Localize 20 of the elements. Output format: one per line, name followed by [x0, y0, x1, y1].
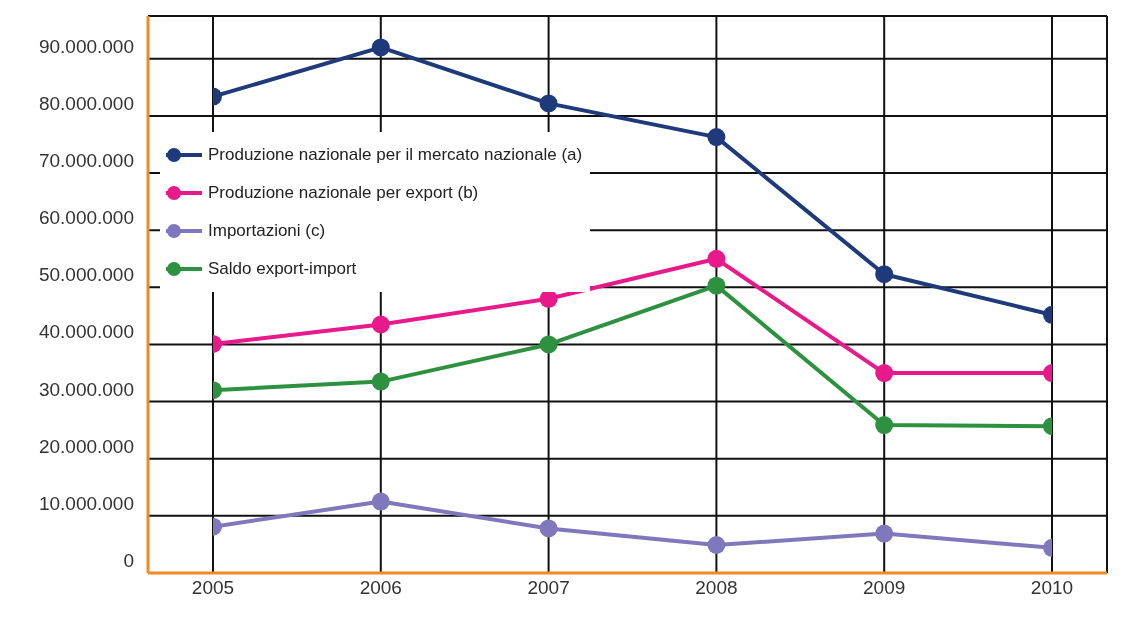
y-tick-label: 80.000.000 [38, 92, 134, 114]
x-tick-label: 2007 [527, 577, 570, 599]
y-tick-label: 40.000.000 [38, 321, 134, 343]
y-tick-label: 30.000.000 [38, 378, 134, 400]
x-tick-label: 2009 [863, 577, 906, 599]
x-tick-label: 2008 [695, 577, 738, 599]
x-tick-label: 2006 [359, 577, 402, 599]
legend-label: Saldo export-import [208, 259, 357, 279]
y-tick-label: 10.000.000 [38, 492, 134, 514]
y-tick-label: 70.000.000 [38, 150, 134, 172]
y-tick-label: 0 [123, 550, 134, 571]
y-tick-label: 20.000.000 [38, 435, 134, 457]
y-tick-label: 50.000.000 [38, 264, 134, 286]
y-tick-label: 90.000.000 [38, 35, 134, 57]
y-tick-label: 60.000.000 [38, 207, 134, 229]
legend-label: Produzione nazionale per il mercato nazionale (a) [208, 145, 583, 165]
x-tick-label: 2010 [1030, 577, 1074, 599]
x-tick-label: 2005 [191, 577, 235, 599]
legend-label: Importazioni (c) [208, 221, 326, 241]
legend-label: Produzione nazionale per export (b) [208, 183, 479, 203]
